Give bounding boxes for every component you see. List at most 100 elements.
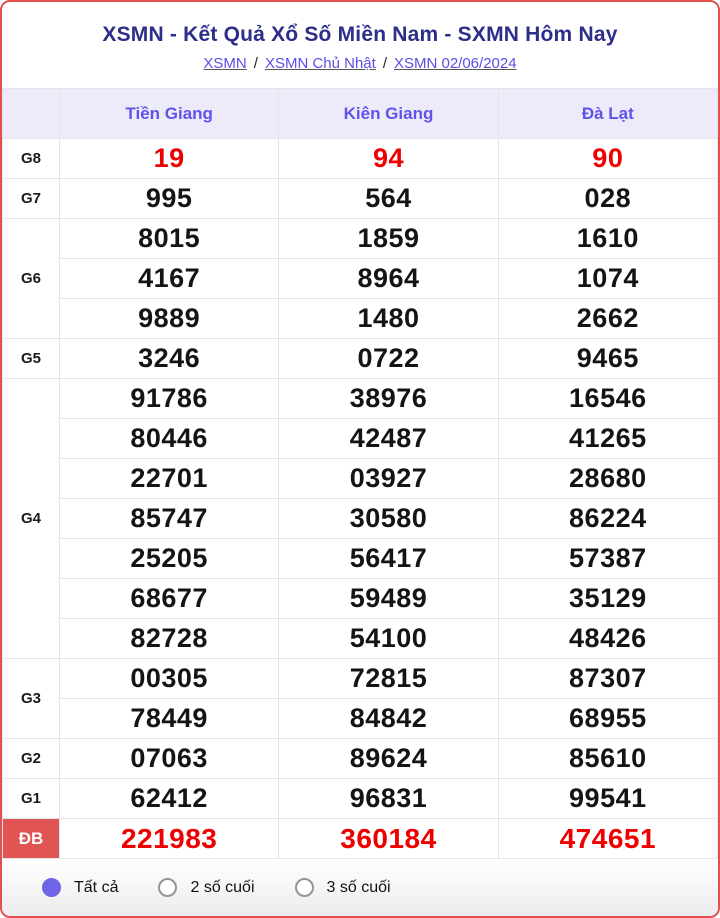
prize-value: 59489 [278,578,499,619]
prize-value: 38976 [278,378,499,419]
prize-value: 80446 [58,418,280,459]
prize-value: 48426 [497,618,718,659]
breadcrumb-link-xsmn-chu-nhat[interactable]: XSMN Chủ Nhật [264,54,376,72]
prize-value: 85610 [497,738,718,779]
prize-value: 19 [58,138,280,179]
table-row-g4-6: 68677 59489 35129 [3,578,718,619]
prize-value: 00305 [58,658,280,699]
filter-radio-tat-ca[interactable]: Tất cả [42,878,118,897]
filter-radio-label: 2 số cuối [190,878,255,896]
prize-value: 03927 [278,458,499,499]
results-table-body: G8 19 94 90 G7 995 564 028 G6 8015 1859 1610 4167 896… [2,138,718,859]
prize-value: 9465 [497,338,718,379]
prize-value: 1480 [278,298,499,339]
prize-value: 07063 [58,738,280,779]
column-header-tien-giang: Tiền Giang [58,88,280,139]
table-row-g5: G5 3246 0722 9465 [2,338,718,379]
prize-value: 0722 [278,338,499,379]
table-row-g6-2: 4167 8964 1074 [3,258,718,299]
prize-value: 1610 [497,218,718,259]
prize-label-db: ĐB [2,818,60,859]
prize-value: 85747 [58,498,280,539]
page-header: XSMN - Kết Quả Xổ Số Miền Nam - SXMN Hôm… [2,2,718,88]
prize-value: 57387 [497,538,718,579]
filter-bar: Tất cả 2 số cuối 3 số cuối [2,859,718,916]
prize-value: 30580 [278,498,499,539]
prize-value: 28680 [497,458,718,499]
prize-value: 1859 [278,218,499,259]
breadcrumb-link-xsmn-02-06-2024[interactable]: XSMN 02/06/2024 [393,54,517,72]
column-header-row: Tiền Giang Kiên Giang Đà Lạt [2,88,718,139]
table-row-g3-2: 78449 84842 68955 [3,698,718,739]
prize-value: 2662 [497,298,718,339]
page-title: XSMN - Kết Quả Xổ Số Miền Nam - SXMN Hôm… [102,22,618,46]
prize-label-g6: G6 [2,218,60,339]
prize-label-g1: G1 [2,778,60,819]
table-row-g1: G1 62412 96831 99541 [2,778,718,819]
prize-label-g8: G8 [2,138,60,179]
prize-value: 8964 [278,258,499,299]
prize-label-g4: G4 [2,378,60,659]
table-row-db: ĐB 221983 360184 474651 [2,818,718,859]
breadcrumb-link-xsmn[interactable]: XSMN [203,54,247,72]
prize-label-g3: G3 [2,658,60,739]
prize-label-g5: G5 [2,338,60,379]
prize-label-g7: G7 [2,178,60,219]
filter-radio-label: Tất cả [74,878,119,896]
prize-value: 62412 [58,778,280,819]
prize-value: 8015 [58,218,280,259]
prize-value: 99541 [497,778,718,819]
prize-value: 42487 [278,418,499,459]
filter-radio-2-so-cuoi[interactable]: 2 số cuối [158,878,255,897]
prize-value: 96831 [278,778,499,819]
table-row-g4-3: 22701 03927 28680 [3,458,718,499]
prize-value: 68955 [497,698,718,739]
prize-value: 360184 [278,818,499,859]
radio-unselected-icon[interactable] [158,878,178,897]
prize-value: 22701 [58,458,280,499]
table-row-g8: G8 19 94 90 [2,138,718,179]
prize-value: 474651 [497,818,718,859]
prize-value: 25205 [58,538,280,579]
filter-radio-3-so-cuoi[interactable]: 3 số cuối [294,878,391,897]
prize-value: 54100 [278,618,499,659]
prize-value: 995 [58,178,280,219]
radio-unselected-icon[interactable] [294,878,314,897]
table-row-g4-7: 82728 54100 48426 [3,618,718,659]
table-row-g6-1: G6 8015 1859 1610 [2,218,718,339]
prize-value: 221983 [58,818,280,859]
prize-value: 68677 [58,578,280,619]
prize-value: 4167 [58,258,280,299]
table-row-g4-4: 85747 30580 86224 [3,498,718,539]
prize-value: 028 [497,178,718,219]
results-table-header: Tiền Giang Kiên Giang Đà Lạt [2,88,718,139]
filter-radio-label: 3 số cuối [326,878,391,896]
table-row-g4-1: G4 91786 38976 16546 [2,378,718,659]
prize-value: 35129 [497,578,718,619]
prize-value: 72815 [278,658,499,699]
table-row-g7: G7 995 564 028 [2,178,718,219]
prize-value: 78449 [58,698,280,739]
prize-value: 1074 [497,258,718,299]
prize-value: 82728 [58,618,280,659]
prize-value: 87307 [497,658,718,699]
prize-value: 41265 [497,418,718,459]
prize-value: 94 [278,138,499,179]
prize-value: 89624 [278,738,499,779]
prize-value: 9889 [58,298,280,339]
results-table: Tiền Giang Kiên Giang Đà Lạt G8 19 94 90 G7 995… [2,88,718,859]
table-row-g3-1: G3 00305 72815 87307 [2,658,718,739]
prize-value: 90 [497,138,718,179]
breadcrumb-separator: / [382,54,387,72]
prize-value: 86224 [497,498,718,539]
prize-value: 84842 [278,698,499,739]
radio-selected-icon[interactable] [42,878,61,897]
breadcrumb-separator: / [253,54,258,72]
prize-value: 91786 [58,378,280,419]
prize-value: 3246 [58,338,280,379]
table-row-g4-5: 25205 56417 57387 [3,538,718,579]
prize-value: 56417 [278,538,499,579]
prize-value: 564 [278,178,499,219]
prize-value: 16546 [497,378,718,419]
